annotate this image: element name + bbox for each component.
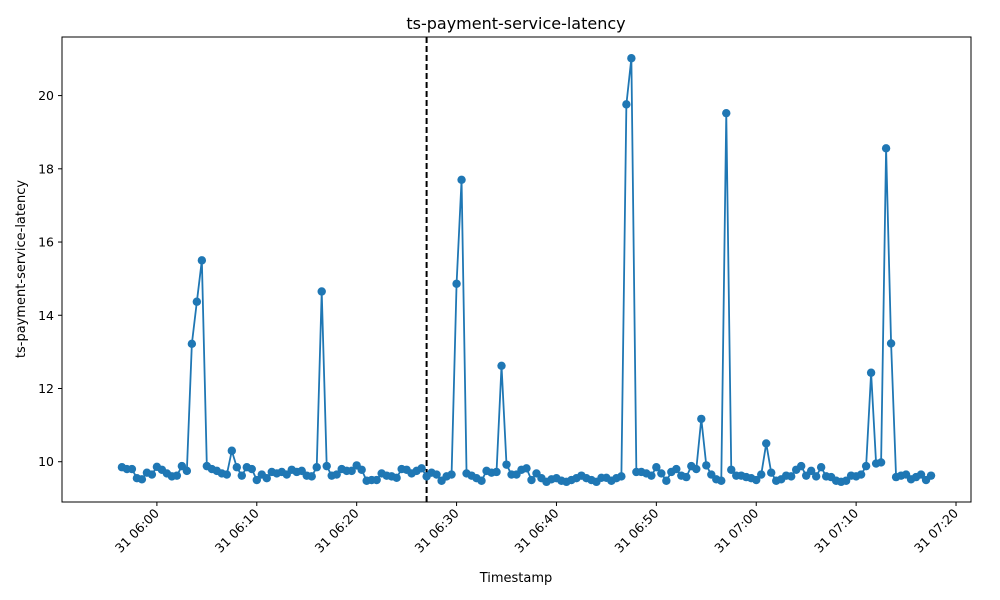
y-axis-label: ts-payment-service-latency [14, 180, 29, 358]
y-tick-label: 20 [38, 88, 54, 103]
data-point [322, 461, 331, 471]
data-point [692, 464, 701, 474]
data-point [722, 108, 731, 118]
data-point [622, 100, 631, 109]
data-point [881, 144, 891, 153]
data-point [232, 463, 242, 472]
data-point [332, 470, 341, 479]
data-point [702, 461, 711, 470]
data-point [762, 439, 771, 448]
data-point [767, 468, 776, 477]
data-point [227, 446, 237, 455]
data-point [527, 475, 536, 485]
data-point [137, 475, 147, 484]
data-point [307, 472, 316, 481]
data-point [312, 463, 321, 472]
data-point [392, 473, 401, 483]
data-point [357, 465, 366, 474]
data-point [617, 472, 626, 481]
data-point [627, 54, 636, 63]
data-point [886, 339, 896, 348]
y-tick-label: 18 [38, 161, 54, 176]
chart-title: ts-payment-service-latency [406, 14, 625, 33]
data-point [916, 470, 926, 479]
data-point [222, 470, 232, 479]
data-point [806, 466, 816, 476]
data-point [796, 461, 806, 471]
data-point [522, 464, 531, 473]
data-point [497, 361, 506, 370]
data-point [866, 368, 876, 377]
data-point [492, 467, 501, 477]
data-point [262, 474, 271, 483]
data-point [752, 475, 761, 485]
data-point [662, 476, 671, 485]
data-point [147, 470, 157, 479]
data-point [182, 466, 192, 476]
y-tick-label: 10 [38, 454, 54, 469]
data-point [477, 476, 486, 485]
data-point [192, 297, 202, 306]
data-point [717, 476, 726, 485]
data-point [682, 472, 691, 482]
data-point [347, 466, 356, 476]
data-point [926, 471, 936, 480]
data-point [876, 458, 886, 467]
data-point [457, 175, 466, 184]
x-axis-label: Timestamp [479, 571, 553, 586]
data-point [811, 472, 821, 481]
data-point [727, 465, 736, 474]
data-point [816, 463, 826, 472]
data-point [452, 279, 461, 288]
data-point [317, 287, 326, 296]
data-point [652, 463, 661, 472]
data-point [502, 460, 511, 469]
data-point [247, 464, 256, 474]
data-point [787, 472, 796, 481]
plot-area-frame [61, 36, 972, 503]
y-tick-label: 14 [38, 308, 54, 323]
data-point [647, 471, 656, 480]
y-tick-label: 12 [38, 381, 54, 396]
data-point [856, 470, 866, 479]
data-point [187, 339, 197, 349]
data-point [697, 414, 706, 424]
data-point [127, 464, 137, 474]
data-point [197, 256, 207, 265]
data-point [432, 470, 441, 479]
data-point [672, 464, 681, 474]
data-point [372, 475, 381, 485]
data-point [417, 464, 426, 473]
y-tick-label: 16 [38, 235, 54, 250]
data-point [757, 470, 766, 479]
data-point [657, 469, 666, 478]
data-point [252, 475, 261, 485]
data-point [447, 470, 456, 479]
data-point [237, 471, 246, 480]
data-point [172, 471, 182, 480]
data-point [861, 461, 871, 471]
